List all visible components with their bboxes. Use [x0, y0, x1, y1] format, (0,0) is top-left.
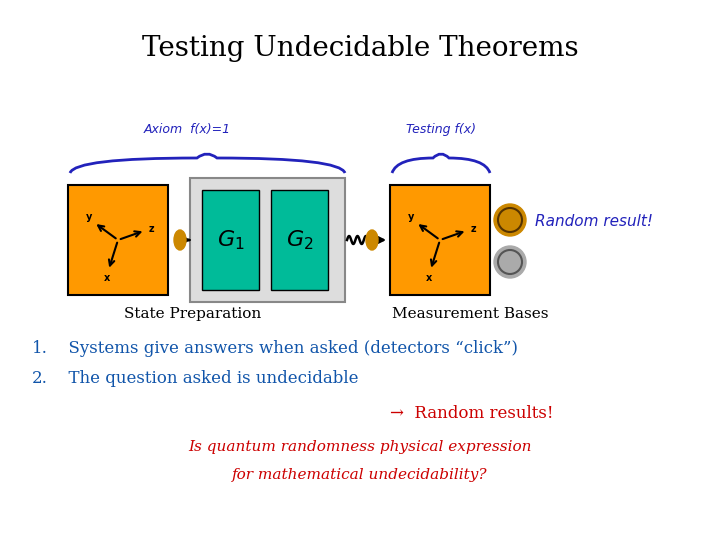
Text: Systems give answers when asked (detectors “click”): Systems give answers when asked (detecto… — [58, 340, 518, 357]
Ellipse shape — [174, 230, 186, 250]
Text: Random result!: Random result! — [535, 214, 653, 230]
FancyBboxPatch shape — [390, 185, 490, 295]
Text: State Preparation: State Preparation — [124, 307, 261, 321]
Text: z: z — [149, 224, 154, 234]
Text: 2.: 2. — [32, 370, 48, 387]
Circle shape — [494, 246, 526, 278]
Text: x: x — [104, 273, 110, 284]
Text: →  Random results!: → Random results! — [390, 405, 554, 422]
Text: Axiom  f(x)=1: Axiom f(x)=1 — [143, 123, 230, 136]
Text: $\mathit{G}_2$: $\mathit{G}_2$ — [286, 228, 313, 252]
Text: Measurement Bases: Measurement Bases — [392, 307, 548, 321]
FancyBboxPatch shape — [68, 185, 168, 295]
Text: for mathematical undecidability?: for mathematical undecidability? — [233, 468, 487, 482]
Text: x: x — [426, 273, 432, 284]
Text: y: y — [408, 212, 415, 222]
Text: Testing Undecidable Theorems: Testing Undecidable Theorems — [142, 35, 578, 62]
Text: z: z — [471, 224, 477, 234]
Text: The question asked is undecidable: The question asked is undecidable — [58, 370, 359, 387]
Text: y: y — [86, 212, 92, 222]
FancyBboxPatch shape — [202, 190, 259, 290]
Ellipse shape — [366, 230, 378, 250]
Text: $\mathit{G}_1$: $\mathit{G}_1$ — [217, 228, 244, 252]
Text: Testing f(x): Testing f(x) — [406, 123, 476, 136]
FancyBboxPatch shape — [190, 178, 345, 302]
Text: Is quantum randomness physical expression: Is quantum randomness physical expressio… — [188, 440, 532, 454]
Text: 1.: 1. — [32, 340, 48, 357]
FancyBboxPatch shape — [271, 190, 328, 290]
Circle shape — [494, 204, 526, 236]
